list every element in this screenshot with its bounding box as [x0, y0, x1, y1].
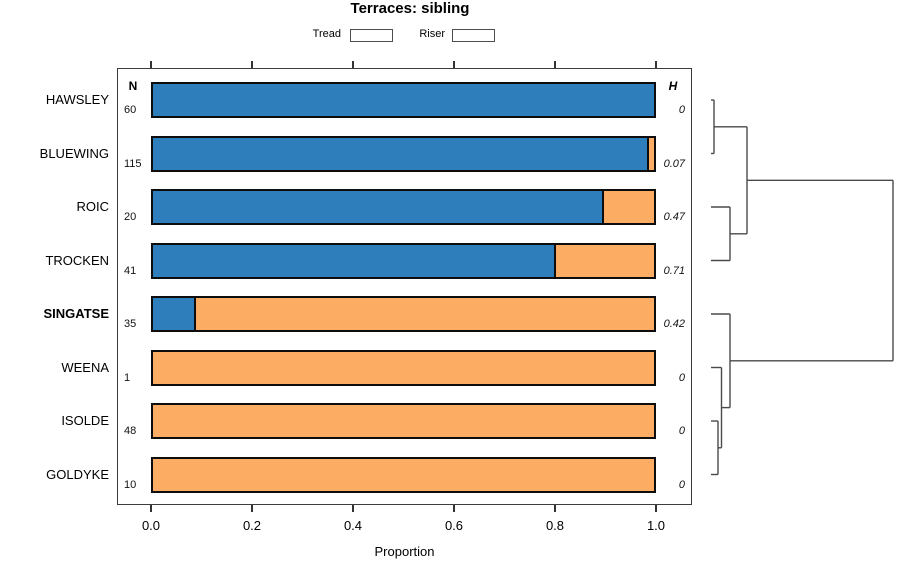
x-tick-top	[352, 61, 354, 68]
category-label: ROIC	[76, 199, 110, 214]
category-label: SINGATSE	[43, 306, 110, 321]
legend-swatch-riser	[452, 29, 495, 42]
n-value: 1	[124, 371, 131, 384]
category-label: HAWSLEY	[45, 92, 109, 107]
stacked-bar	[151, 135, 656, 172]
n-value: 115	[124, 157, 142, 170]
stacked-bar	[151, 349, 656, 386]
x-tick-top	[453, 61, 455, 68]
x-axis-title: Proportion	[374, 544, 435, 559]
n-value: 35	[124, 318, 137, 330]
stacked-bar	[151, 242, 656, 279]
x-tick-top	[251, 61, 253, 68]
h-value: 0	[678, 478, 685, 491]
legend-swatch-tread	[350, 29, 393, 42]
x-tick-bottom	[352, 505, 354, 512]
h-value: 0.07	[663, 157, 685, 170]
x-tick-top	[150, 61, 152, 68]
stacked-bar	[151, 403, 656, 439]
h-column-header: H	[668, 79, 678, 93]
x-tick-bottom	[453, 505, 455, 512]
x-tick-bottom	[655, 505, 657, 512]
h-value: 0.71	[663, 264, 685, 277]
x-tick-label: 0.4	[343, 518, 363, 533]
n-value: 48	[124, 425, 137, 437]
x-tick-bottom	[150, 505, 152, 512]
category-label: BLUEWING	[39, 145, 109, 161]
x-tick-label: 0.2	[242, 518, 262, 533]
bar-segment-tread	[153, 191, 604, 223]
x-tick-label: 0.0	[141, 518, 161, 533]
h-value: 0	[678, 425, 685, 437]
stacked-bar	[151, 82, 656, 118]
stacked-bar	[151, 189, 656, 225]
bar-segment-tread	[153, 137, 650, 170]
h-value: 0	[678, 104, 685, 116]
category-label: TROCKEN	[45, 252, 109, 268]
category-label: ISOLDE	[61, 413, 109, 428]
bar-segment-tread	[153, 84, 654, 116]
bar-segment-tread	[153, 244, 557, 277]
stacked-bar	[151, 456, 656, 493]
stacked-bar	[151, 296, 656, 332]
n-value: 10	[124, 478, 137, 491]
category-label: GOLDYKE	[46, 466, 109, 482]
h-value: 0.42	[663, 318, 685, 330]
category-label: WEENA	[61, 359, 109, 375]
h-value: 0.47	[663, 211, 685, 223]
x-tick-label: 1.0	[646, 518, 666, 533]
n-value: 20	[124, 211, 137, 223]
x-tick-top	[554, 61, 556, 68]
legend-label-tread: Tread	[312, 28, 341, 40]
h-value: 0	[678, 371, 685, 384]
x-tick-bottom	[554, 505, 556, 512]
n-column-header: N	[128, 79, 138, 93]
x-tick-label: 0.6	[444, 518, 464, 533]
chart-title: Terraces: sibling	[350, 0, 470, 17]
x-tick-top	[655, 61, 657, 68]
bar-segment-tread	[153, 298, 197, 330]
x-tick-bottom	[251, 505, 253, 512]
legend-label-riser: Riser	[419, 28, 445, 40]
n-value: 60	[124, 104, 137, 116]
n-value: 41	[124, 264, 137, 277]
x-tick-label: 0.8	[545, 518, 565, 533]
